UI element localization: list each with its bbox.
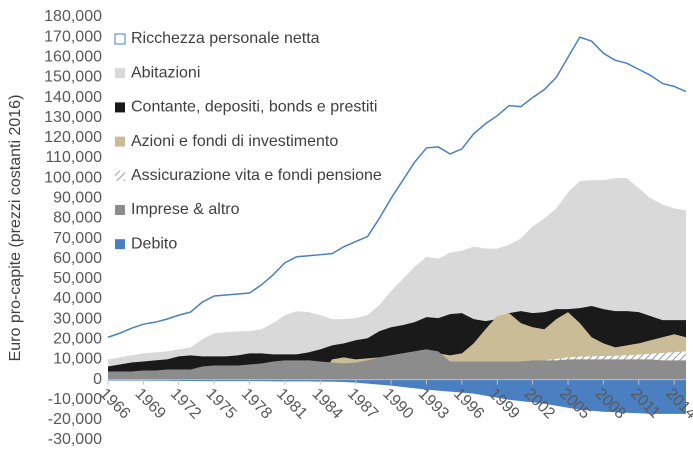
y-tick-label: 90,000 xyxy=(53,190,102,207)
x-tick-label: 1969 xyxy=(132,385,169,422)
y-axis-title: Euro pro-capite (prezzi costanti 2016) xyxy=(7,95,24,362)
legend-label: Azioni e fondi di investimento xyxy=(131,133,338,150)
y-tick-label: -20,000 xyxy=(48,411,102,428)
x-tick-label: 1975 xyxy=(202,385,239,422)
y-tick-label: 70,000 xyxy=(53,230,102,247)
legend-label: Debito xyxy=(131,235,177,252)
y-tick-label: 10,000 xyxy=(53,351,102,368)
legend-swatch xyxy=(114,33,126,45)
y-tick-label: 170,000 xyxy=(44,28,102,45)
y-tick-label: 80,000 xyxy=(53,210,102,227)
x-tick-label: 1981 xyxy=(273,385,310,422)
y-tick-label: 20,000 xyxy=(53,331,102,348)
legend-label: Ricchezza personale netta xyxy=(131,30,320,47)
legend-label: Imprese & altro xyxy=(131,201,240,218)
area xyxy=(108,349,686,380)
y-tick-label: 60,000 xyxy=(53,250,102,267)
area xyxy=(108,379,686,414)
line xyxy=(107,36,687,338)
legend-swatch xyxy=(115,205,125,215)
y-tick-label: 180,000 xyxy=(44,8,102,25)
legend-swatch xyxy=(115,102,125,113)
y-tick-label: 130,000 xyxy=(44,109,102,126)
legend-swatch xyxy=(115,68,125,79)
legend-label: Assicurazione vita e fondi pensione xyxy=(131,167,382,184)
y-tick-label: 160,000 xyxy=(44,49,102,66)
y-tick-label: 150,000 xyxy=(44,69,102,86)
y-tick-label: 140,000 xyxy=(44,89,102,106)
y-tick-label: 0 xyxy=(93,371,102,388)
legend-swatch xyxy=(115,239,125,250)
x-tick-label: 1990 xyxy=(379,385,416,422)
y-tick-label: 100,000 xyxy=(44,169,102,186)
legend-label: Contante, depositi, bonds e prestiti xyxy=(131,99,377,116)
y-tick-label: 30,000 xyxy=(53,310,102,327)
x-tick-label: 1978 xyxy=(238,385,275,422)
y-tick-label: 120,000 xyxy=(44,129,102,146)
y-tick-label: 50,000 xyxy=(53,270,102,287)
x-tick-label: 1987 xyxy=(344,385,381,422)
x-tick-label: 1984 xyxy=(309,385,346,422)
legend-swatch xyxy=(115,170,125,181)
y-tick-label: -10,000 xyxy=(48,391,102,408)
legend-swatch xyxy=(115,136,125,147)
x-tick-label: 1972 xyxy=(167,385,204,422)
legend-label: Abitazioni xyxy=(131,64,200,81)
y-tick-label: -30,000 xyxy=(48,431,102,448)
y-tick-label: 110,000 xyxy=(45,149,102,166)
y-tick-label: 40,000 xyxy=(53,290,102,307)
